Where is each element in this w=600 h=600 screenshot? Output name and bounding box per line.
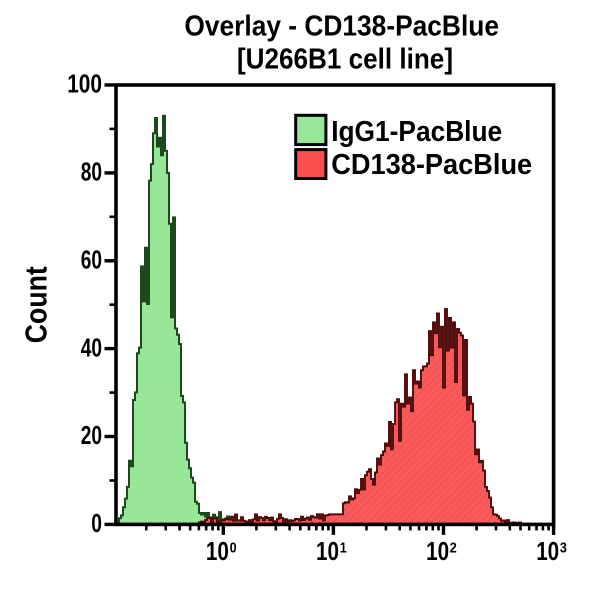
svg-text:10: 10: [536, 538, 559, 566]
svg-text:3: 3: [560, 539, 567, 556]
svg-text:0: 0: [230, 539, 237, 556]
svg-text:40: 40: [81, 334, 102, 362]
svg-text:60: 60: [81, 247, 102, 275]
svg-text:Overlay - CD138-PacBlue: Overlay - CD138-PacBlue: [184, 11, 499, 43]
svg-text:[U266B1 cell line]: [U266B1 cell line]: [237, 43, 453, 75]
svg-text:IgG1-PacBlue: IgG1-PacBlue: [331, 116, 502, 148]
svg-text:0: 0: [91, 510, 102, 538]
svg-text:CD138-PacBlue: CD138-PacBlue: [331, 149, 532, 181]
svg-text:80: 80: [81, 159, 102, 187]
svg-text:10: 10: [426, 538, 449, 566]
svg-text:1: 1: [340, 539, 347, 556]
svg-text:10: 10: [316, 538, 339, 566]
svg-text:Count: Count: [18, 266, 53, 343]
svg-text:20: 20: [81, 422, 102, 450]
svg-text:100: 100: [67, 71, 102, 99]
svg-text:10: 10: [206, 538, 229, 566]
svg-text:2: 2: [450, 539, 457, 556]
